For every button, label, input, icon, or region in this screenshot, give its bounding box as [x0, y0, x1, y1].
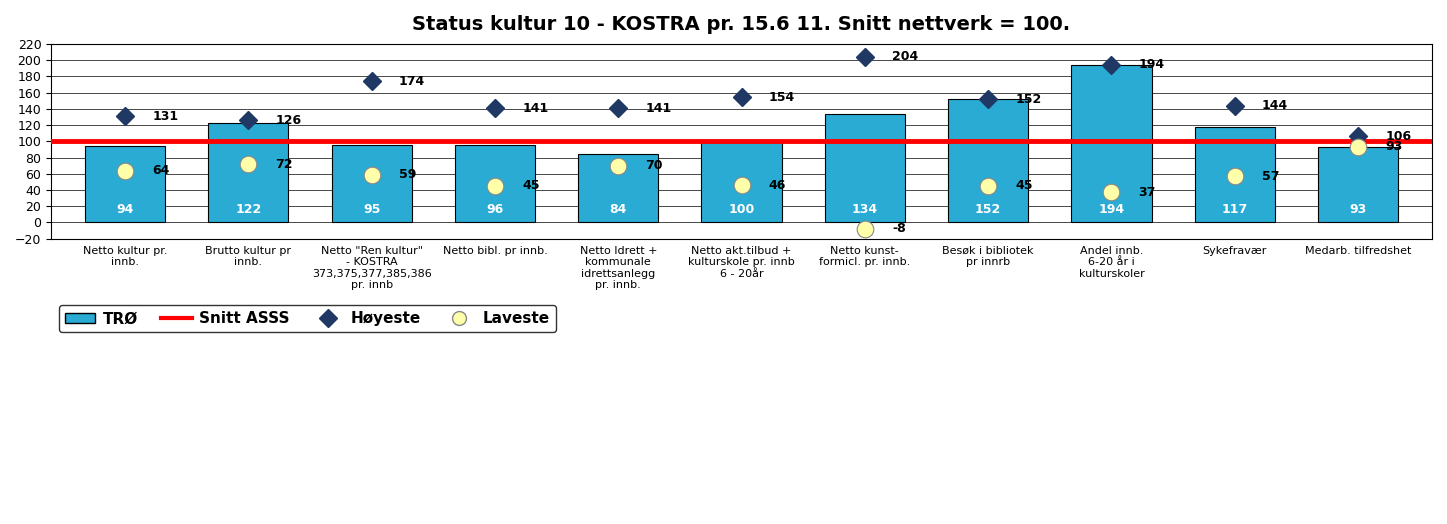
Text: 152: 152	[1016, 93, 1042, 106]
Bar	[825, 114, 904, 223]
Legend: TRØ, Snitt ASSS, Høyeste, Laveste: TRØ, Snitt ASSS, Høyeste, Laveste	[59, 305, 556, 332]
Text: 126: 126	[275, 114, 301, 127]
Bar	[948, 99, 1029, 223]
Text: 134: 134	[852, 203, 878, 216]
Text: 96: 96	[486, 203, 504, 216]
Text: 204: 204	[891, 50, 919, 63]
Text: 59: 59	[399, 168, 417, 181]
Text: 174: 174	[399, 75, 425, 88]
Bar	[1071, 65, 1152, 223]
Text: 141: 141	[522, 102, 548, 115]
Text: 152: 152	[975, 203, 1001, 216]
Text: 100: 100	[728, 203, 755, 216]
Text: 64: 64	[152, 164, 169, 177]
Text: 93: 93	[1350, 203, 1366, 216]
Text: 144: 144	[1262, 99, 1288, 112]
Text: 117: 117	[1221, 203, 1247, 216]
Text: 57: 57	[1262, 170, 1279, 183]
Text: 45: 45	[522, 179, 540, 192]
Text: 72: 72	[275, 158, 292, 170]
Text: 45: 45	[1016, 179, 1033, 192]
Text: -8: -8	[891, 223, 906, 235]
Bar	[579, 154, 658, 223]
Bar	[331, 145, 412, 223]
Text: 70: 70	[645, 159, 663, 172]
Text: 93: 93	[1385, 140, 1402, 154]
Text: 141: 141	[645, 102, 671, 115]
Text: 194: 194	[1139, 59, 1165, 71]
Bar	[454, 145, 535, 223]
Text: 37: 37	[1139, 186, 1156, 199]
Text: 106: 106	[1385, 130, 1411, 143]
Text: 84: 84	[609, 203, 627, 216]
Title: Status kultur 10 - KOSTRA pr. 15.6 11. Snitt nettverk = 100.: Status kultur 10 - KOSTRA pr. 15.6 11. S…	[412, 15, 1071, 34]
Bar	[1195, 127, 1275, 223]
Text: 95: 95	[363, 203, 381, 216]
Text: 154: 154	[768, 91, 794, 104]
Text: 46: 46	[768, 179, 786, 192]
Bar	[208, 124, 288, 223]
Text: 131: 131	[152, 110, 178, 123]
Bar	[85, 146, 165, 223]
Bar	[1318, 147, 1398, 223]
Text: 122: 122	[236, 203, 262, 216]
Text: 94: 94	[116, 203, 133, 216]
Bar	[702, 141, 781, 223]
Text: 194: 194	[1098, 203, 1124, 216]
